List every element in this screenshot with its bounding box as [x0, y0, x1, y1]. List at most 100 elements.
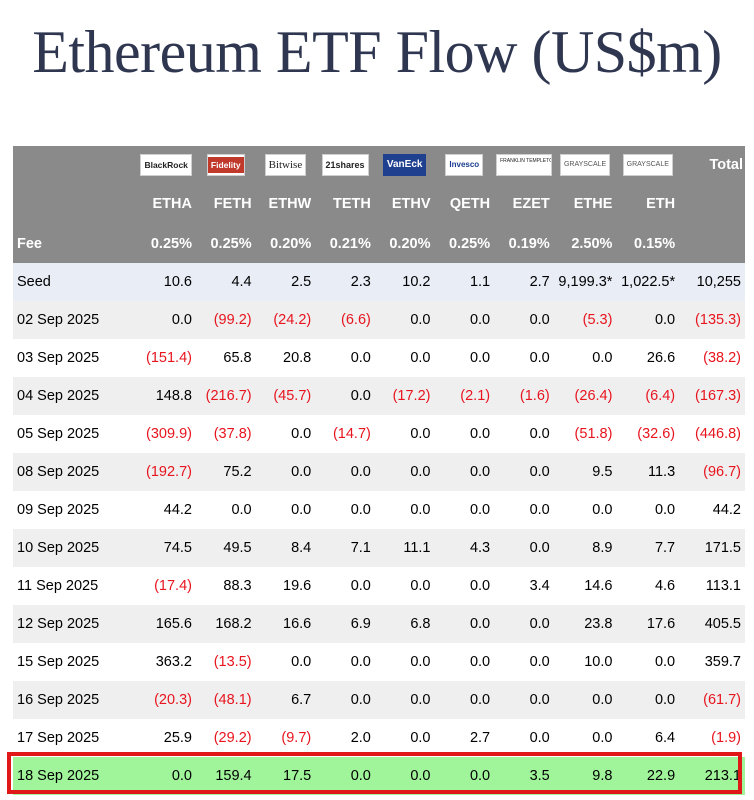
flow-cell: 0.0	[374, 643, 435, 681]
invesco-logo: Invesco	[445, 154, 484, 176]
date-cell: 10 Sep 2025	[13, 529, 137, 567]
flow-cell: 0.0	[434, 605, 495, 643]
flow-cell: 0.0	[494, 681, 554, 719]
flow-cell: 10.0	[553, 643, 617, 681]
ticker-cell: TETH	[315, 184, 375, 224]
flow-cell: 25.9	[136, 719, 196, 757]
flow-cell: 0.0	[494, 301, 554, 339]
total-cell: 10,255	[679, 263, 745, 301]
flow-cell: 0.0	[553, 719, 617, 757]
flow-cell: 0.0	[136, 301, 196, 339]
table-row: 16 Sep 2025 (20.3) (48.1) 6.7 0.0 0.0 0.0 0.0 0.…	[13, 681, 745, 719]
flow-cell: 10.2	[374, 263, 435, 301]
page-title: Ethereum ETF Flow (US$m)	[32, 19, 722, 85]
date-cell: 02 Sep 2025	[13, 301, 137, 339]
flow-cell: 0.0	[374, 757, 435, 795]
table-row: 08 Sep 2025 (192.7) 75.2 0.0 0.0 0.0 0.0 0.0 9.5…	[13, 453, 745, 491]
flow-cell: (26.4)	[553, 377, 617, 415]
flow-cell: 0.0	[494, 605, 554, 643]
flow-cell: 4.4	[195, 263, 256, 301]
date-cell: 04 Sep 2025	[13, 377, 137, 415]
total-cell: 113.1	[679, 567, 745, 605]
flow-cell: 4.3	[434, 529, 495, 567]
flow-cell: 0.0	[494, 491, 554, 529]
flow-cell: 0.0	[434, 757, 495, 795]
flow-cell: 0.0	[434, 643, 495, 681]
flow-cell: 17.5	[255, 757, 316, 795]
flow-cell: 0.0	[315, 643, 375, 681]
flow-cell: 8.4	[255, 529, 316, 567]
fee-cell: 0.15%	[616, 224, 680, 263]
flow-cell: 0.0	[374, 681, 435, 719]
flow-cell: 17.6	[616, 605, 680, 643]
fee-cell: 0.25%	[195, 224, 256, 263]
flow-cell: 363.2	[136, 643, 196, 681]
total-cell: 405.5	[679, 605, 745, 643]
ticker-cell: ETHE	[553, 184, 617, 224]
flow-cell: 49.5	[195, 529, 256, 567]
ticker-cell: ETH	[616, 184, 680, 224]
flow-cell: 0.0	[374, 339, 435, 377]
date-cell: 09 Sep 2025	[13, 491, 137, 529]
date-cell: 18 Sep 2025	[13, 757, 137, 795]
flow-cell: 148.8	[136, 377, 196, 415]
flow-cell: (5.3)	[553, 301, 617, 339]
fee-cell: 0.20%	[255, 224, 316, 263]
table-row: 18 Sep 2025 0.0 159.4 17.5 0.0 0.0 0.0 3.5 9.8 22…	[13, 757, 745, 795]
flow-cell: (51.8)	[553, 415, 617, 453]
ticker-cell: FETH	[195, 184, 256, 224]
flow-cell: 11.1	[374, 529, 435, 567]
date-cell: 08 Sep 2025	[13, 453, 137, 491]
flow-cell: 0.0	[494, 643, 554, 681]
table-row: 09 Sep 2025 44.2 0.0 0.0 0.0 0.0 0.0 0.0 0.0 0.0 4…	[13, 491, 745, 529]
ticker-cell: ETHW	[255, 184, 316, 224]
flow-cell: 16.6	[255, 605, 316, 643]
bitwise-logo: Bitwise	[264, 154, 307, 176]
date-cell: 17 Sep 2025	[13, 719, 137, 757]
flow-cell: 26.6	[616, 339, 680, 377]
flow-cell: 0.0	[494, 719, 554, 757]
flow-cell: 0.0	[255, 491, 316, 529]
flow-cell: 0.0	[616, 491, 680, 529]
flow-cell: (17.4)	[136, 567, 196, 605]
ticker-row: ETHA FETH ETHW TETH ETHV QETH EZET ETHE …	[13, 184, 745, 224]
flow-cell: 0.0	[434, 453, 495, 491]
ticker-cell: ETHV	[374, 184, 435, 224]
flow-cell: (48.1)	[195, 681, 256, 719]
fee-cell: 2.50%	[553, 224, 617, 263]
flow-cell: (32.6)	[616, 415, 680, 453]
flow-cell: 2.3	[315, 263, 375, 301]
fee-cell: 0.20%	[374, 224, 435, 263]
flow-cell: 0.0	[255, 643, 316, 681]
ticker-cell: ETHA	[136, 184, 196, 224]
flow-cell: 0.0	[315, 339, 375, 377]
flow-cell: 0.0	[434, 681, 495, 719]
table-row: 12 Sep 2025 165.6 168.2 16.6 6.9 6.8 0.0 0.0 23.…	[13, 605, 745, 643]
total-cell: (1.9)	[679, 719, 745, 757]
flow-cell: 0.0	[553, 491, 617, 529]
flow-cell: 44.2	[136, 491, 196, 529]
flow-cell: 0.0	[374, 301, 435, 339]
date-cell: Seed	[13, 263, 137, 301]
flow-cell: (6.6)	[315, 301, 375, 339]
flow-cell: 23.8	[553, 605, 617, 643]
flow-cell: (99.2)	[195, 301, 256, 339]
flow-cell: 10.6	[136, 263, 196, 301]
table-row: 10 Sep 2025 74.5 49.5 8.4 7.1 11.1 4.3 0.0 8.9 7.…	[13, 529, 745, 567]
flow-cell: 159.4	[195, 757, 256, 795]
header-corner-cell	[13, 146, 137, 184]
flow-cell: 9.5	[553, 453, 617, 491]
flow-cell: 9.8	[553, 757, 617, 795]
date-cell: 12 Sep 2025	[13, 605, 137, 643]
flow-cell: 3.5	[494, 757, 554, 795]
flow-cell: 0.0	[616, 681, 680, 719]
fidelity-logo: Fidelity	[206, 154, 245, 176]
flow-cell: 88.3	[195, 567, 256, 605]
flow-cell: 2.5	[255, 263, 316, 301]
flow-cell: (14.7)	[315, 415, 375, 453]
flow-cell: 9,199.3*	[553, 263, 617, 301]
flow-cell: 0.0	[374, 415, 435, 453]
table-row: 02 Sep 2025 0.0 (99.2) (24.2) (6.6) 0.0 0.0 0.0…	[13, 301, 745, 339]
flow-cell: (309.9)	[136, 415, 196, 453]
date-cell: 16 Sep 2025	[13, 681, 137, 719]
